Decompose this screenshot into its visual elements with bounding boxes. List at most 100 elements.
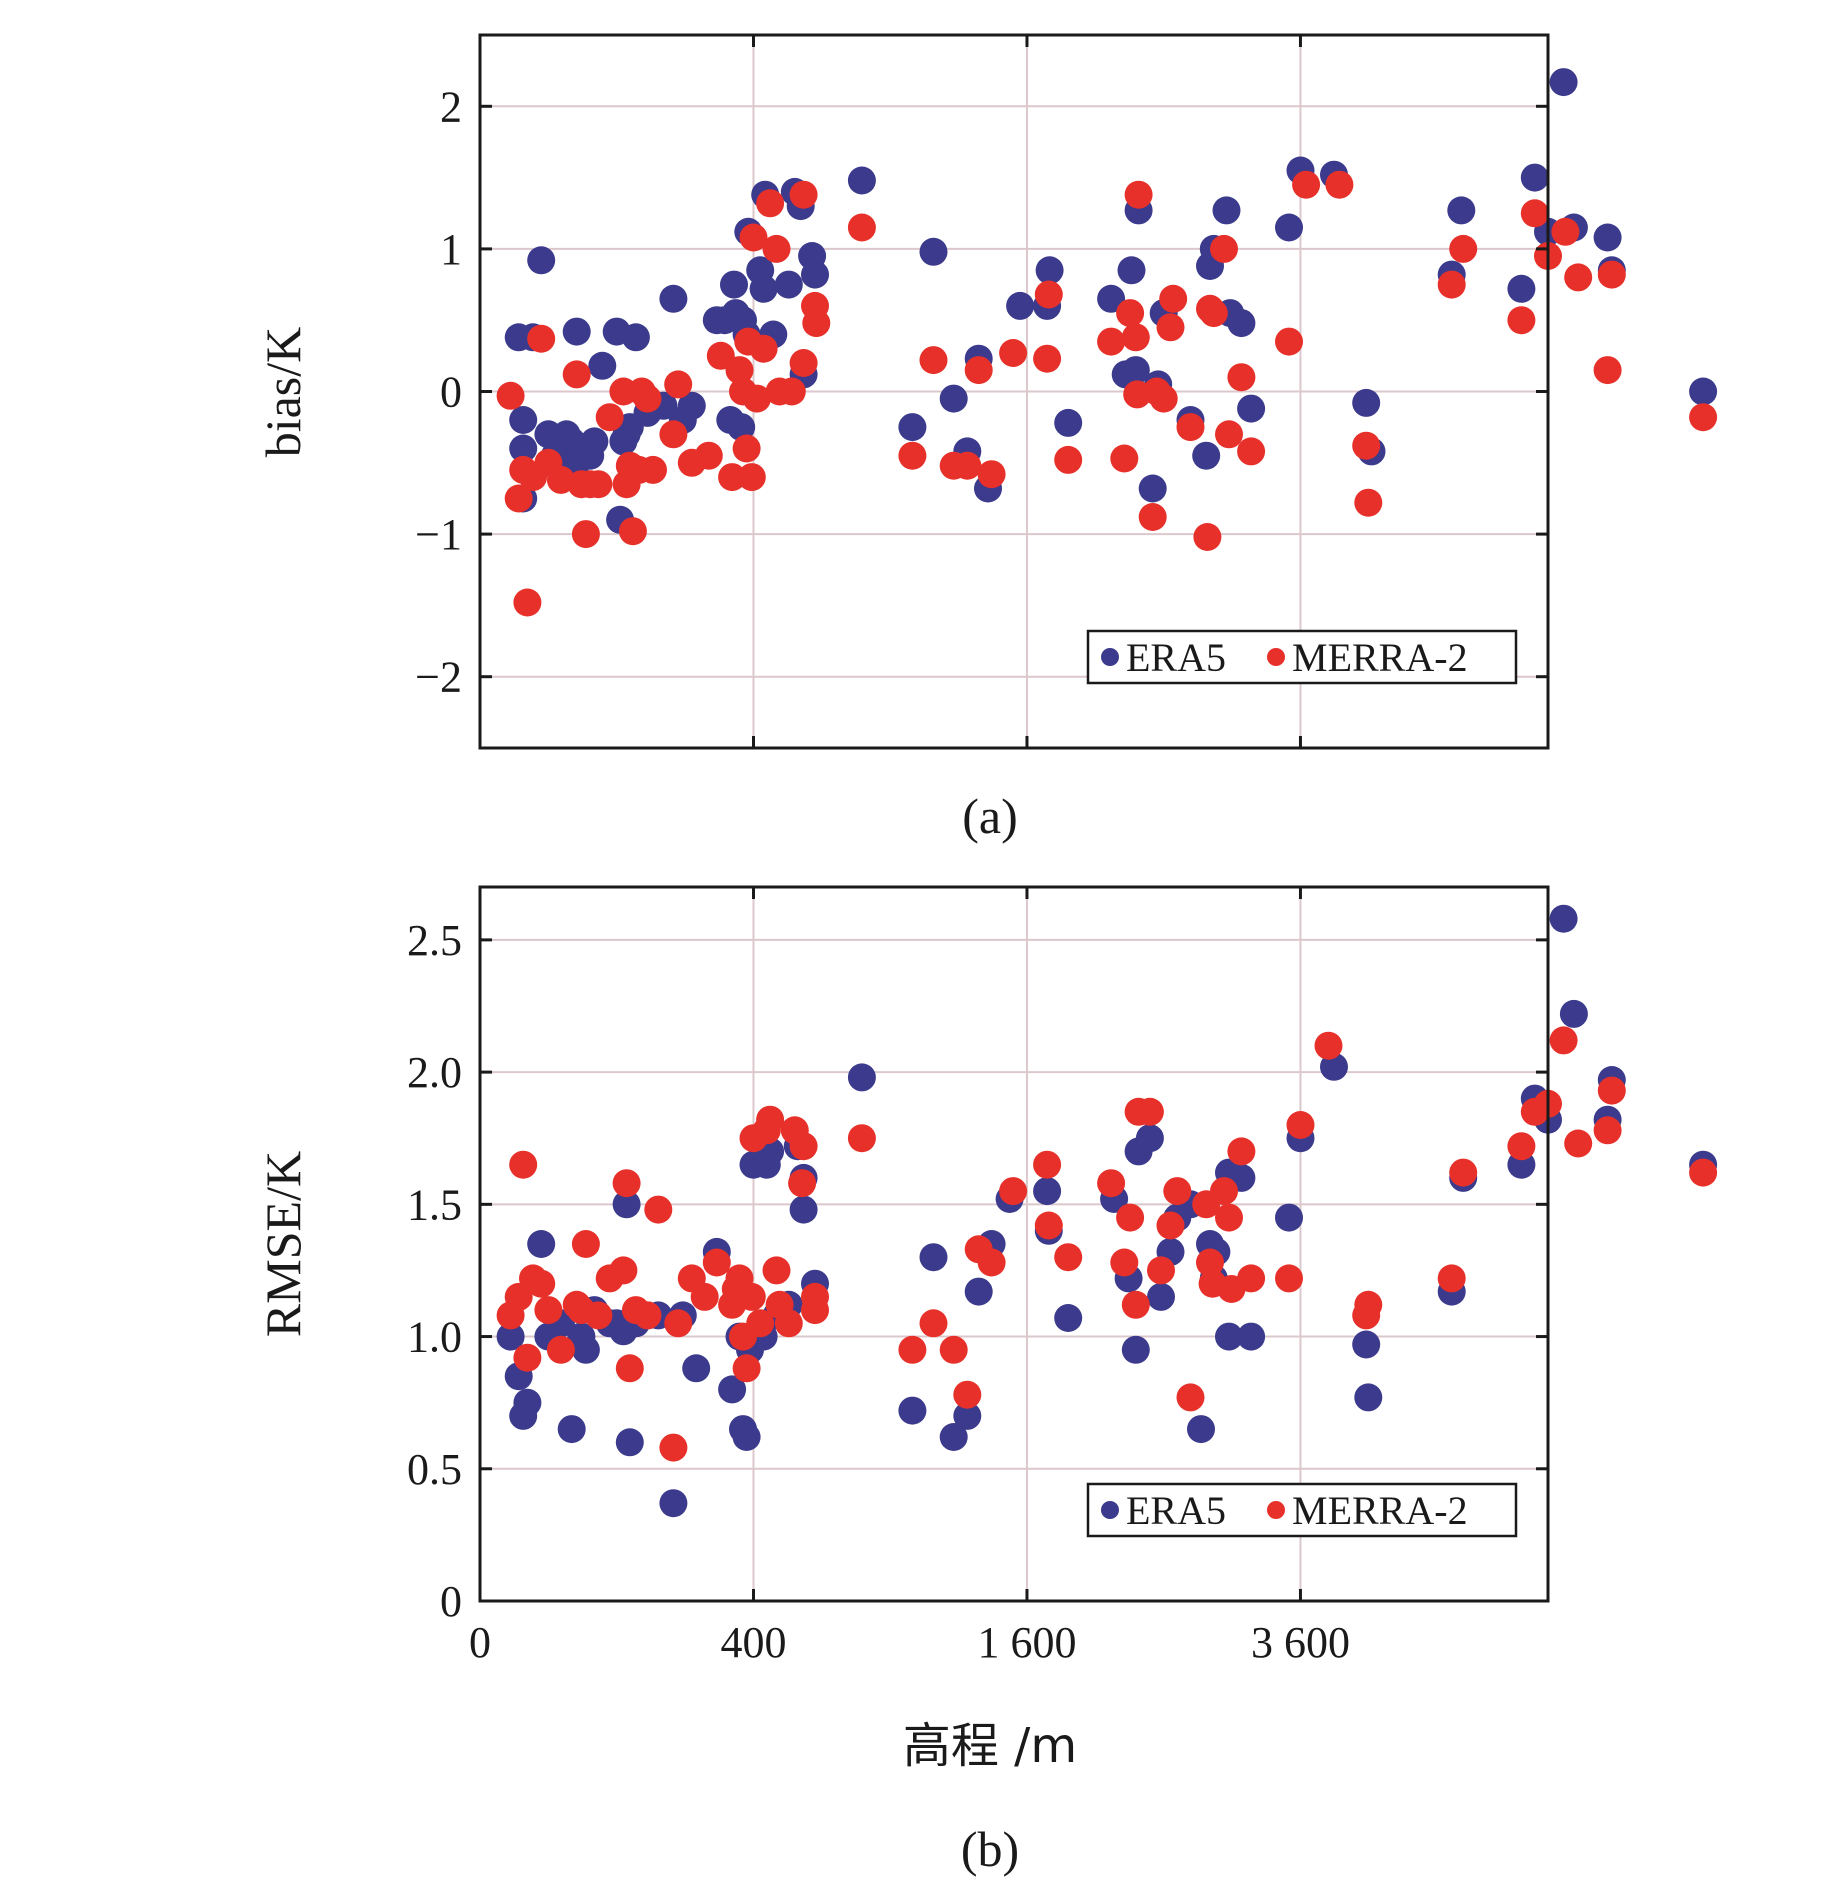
panel-a-merra2-point (1054, 445, 1083, 474)
panel-b-merra2-point (737, 1282, 766, 1311)
panel-a-merra2-point (1689, 403, 1718, 432)
panel-b-merra2-point (584, 1301, 613, 1330)
panel-b-era5-point (964, 1277, 993, 1306)
panel-a-era5-point (527, 246, 556, 275)
panel-a-era5-point (580, 427, 609, 456)
panel-b-merra2-point (633, 1301, 662, 1330)
panel-a-era5-point (919, 237, 948, 266)
panel-a-merra2-point (1138, 503, 1167, 531)
panel-a-era5-point (509, 406, 538, 434)
panel-b-merra2-point (1593, 1116, 1622, 1145)
panel-b-era5-point (1275, 1203, 1303, 1232)
panel-b-merra2-point (1449, 1158, 1478, 1187)
panel-b-ytick-label: 2.5 (407, 916, 462, 965)
panel-a-merra2-point (802, 309, 831, 338)
panel-b-era5-point (1352, 1330, 1381, 1359)
panel-b-legend-merra2-label: MERRA-2 (1292, 1488, 1468, 1533)
panel-b-era5-point (1054, 1304, 1083, 1332)
panel-b-legend: ERA5 MERRA-2 (1086, 1482, 1518, 1538)
panel-a-merra2-point (1176, 413, 1205, 442)
panel-b-era5-point (612, 1190, 641, 1219)
panel-b-era5-point (571, 1335, 600, 1364)
panel-b-era5-point (615, 1428, 644, 1457)
panel-a-era5-point (1549, 68, 1578, 97)
panel-a-merra2-point (1227, 363, 1256, 392)
panel-a: 2 1 0 −1 −2 bias/K ERA5 MERRA-2 (a) (255, 33, 1718, 844)
panel-b-ytick-label: 1.5 (407, 1180, 462, 1229)
panel-a-merra2-point (898, 441, 927, 470)
panel-a-merra2-point (1149, 384, 1178, 413)
panel-b-merra2-point (953, 1380, 982, 1409)
panel-b-legend-era5-marker (1101, 1501, 1119, 1519)
panel-a-merra2-point (718, 463, 747, 492)
panel-a-era5-point (1097, 284, 1126, 313)
panel-b-era5-point (898, 1396, 927, 1425)
panel-a-merra2-point (1210, 234, 1238, 263)
panel-a-merra2-point (919, 346, 948, 375)
panel-b-era5-point (496, 1322, 525, 1351)
panel-a-merra2-point (789, 349, 818, 377)
panel-b-merra2-point (1116, 1203, 1145, 1232)
panel-a-era5-point (801, 260, 829, 289)
panel-a-era5-point (509, 434, 538, 463)
panel-a-ytick-label: −1 (415, 510, 462, 559)
panel-a-merra2-point (571, 520, 600, 549)
x-tick-label-1: 400 (720, 1618, 786, 1667)
panel-b-merra2-point (690, 1282, 719, 1311)
panel-b-era5-point (557, 1415, 586, 1444)
panel-b-ytick-label: 2.0 (407, 1048, 462, 1097)
panel-a-merra2-point (739, 223, 768, 252)
panel-a-merra2-point (1354, 488, 1383, 517)
panel-a-merra2-point (1292, 170, 1321, 199)
panel-a-merra2-point (999, 339, 1028, 367)
panel-b-merra2-point (1176, 1383, 1205, 1412)
panel-b-frame (478, 885, 1550, 1603)
panel-b-merra2-point (615, 1354, 644, 1383)
panel-b-merra2-point (659, 1433, 688, 1462)
panel-a-merra2-point (725, 356, 754, 385)
panel-a-merra2-point (1033, 344, 1062, 373)
panel-b-merra2-point (1227, 1137, 1256, 1166)
panel-b-merra2-point (756, 1105, 785, 1134)
panel-a-era5-point (677, 391, 706, 420)
panel-a-era5-point (1054, 408, 1083, 437)
panel-b-y-axis-label: RMSE/K (255, 1151, 311, 1337)
panel-a-era5-point (1520, 163, 1549, 192)
x-tick-label-0: 0 (469, 1618, 491, 1667)
panel-a-merra2-point (1097, 327, 1126, 356)
x-tick-label-3: 3 600 (1251, 1618, 1350, 1667)
panel-a-era5-point (1121, 356, 1150, 385)
panel-b-merra2-point (801, 1296, 829, 1325)
panel-a-era5-point (621, 323, 650, 352)
panel-a-merra2-point (1159, 284, 1188, 313)
panel-a-merra2-point (1237, 437, 1266, 466)
panel-b-era5-point (718, 1375, 747, 1404)
panel-b-merra2-point (1549, 1026, 1578, 1055)
panel-b-merra2-point (1054, 1243, 1083, 1272)
panel-a-merra2-point (1352, 431, 1381, 460)
panel-a-era5-point (1006, 291, 1035, 320)
panel-b-merra2-point (612, 1169, 641, 1198)
panel-a-caption: (a) (962, 788, 1018, 844)
panel-b-merra2-point (1354, 1290, 1383, 1319)
panel-b-merra2-point (919, 1309, 948, 1338)
panel-b-merra2-point (664, 1309, 693, 1338)
panel-b-merra2-point (1689, 1158, 1718, 1187)
panel-a-era5-point (1227, 309, 1256, 338)
panel-b-merra2-point (789, 1132, 818, 1161)
panel-a-era5-point (1593, 223, 1622, 252)
panel-b-era5-point (789, 1195, 818, 1224)
panel-b-merra2-point (1033, 1150, 1062, 1179)
panel-a-era5-point (1275, 213, 1303, 242)
panel-b-merra2-point (534, 1296, 563, 1325)
panel-b-merra2-point (1507, 1132, 1536, 1161)
panel-b-legend-era5-label: ERA5 (1126, 1488, 1226, 1533)
panel-b-era5-point (953, 1401, 982, 1430)
panel-a-merra2-point (977, 460, 1006, 489)
panel-a-merra2-point (1116, 299, 1145, 328)
panel-a-era5-point (1237, 394, 1266, 423)
panel-b-era5-point (1354, 1383, 1383, 1412)
panel-b-era5-point (1147, 1282, 1175, 1311)
panel-b-merra2-point (1275, 1264, 1303, 1293)
panel-b-merra2-point (644, 1195, 673, 1224)
